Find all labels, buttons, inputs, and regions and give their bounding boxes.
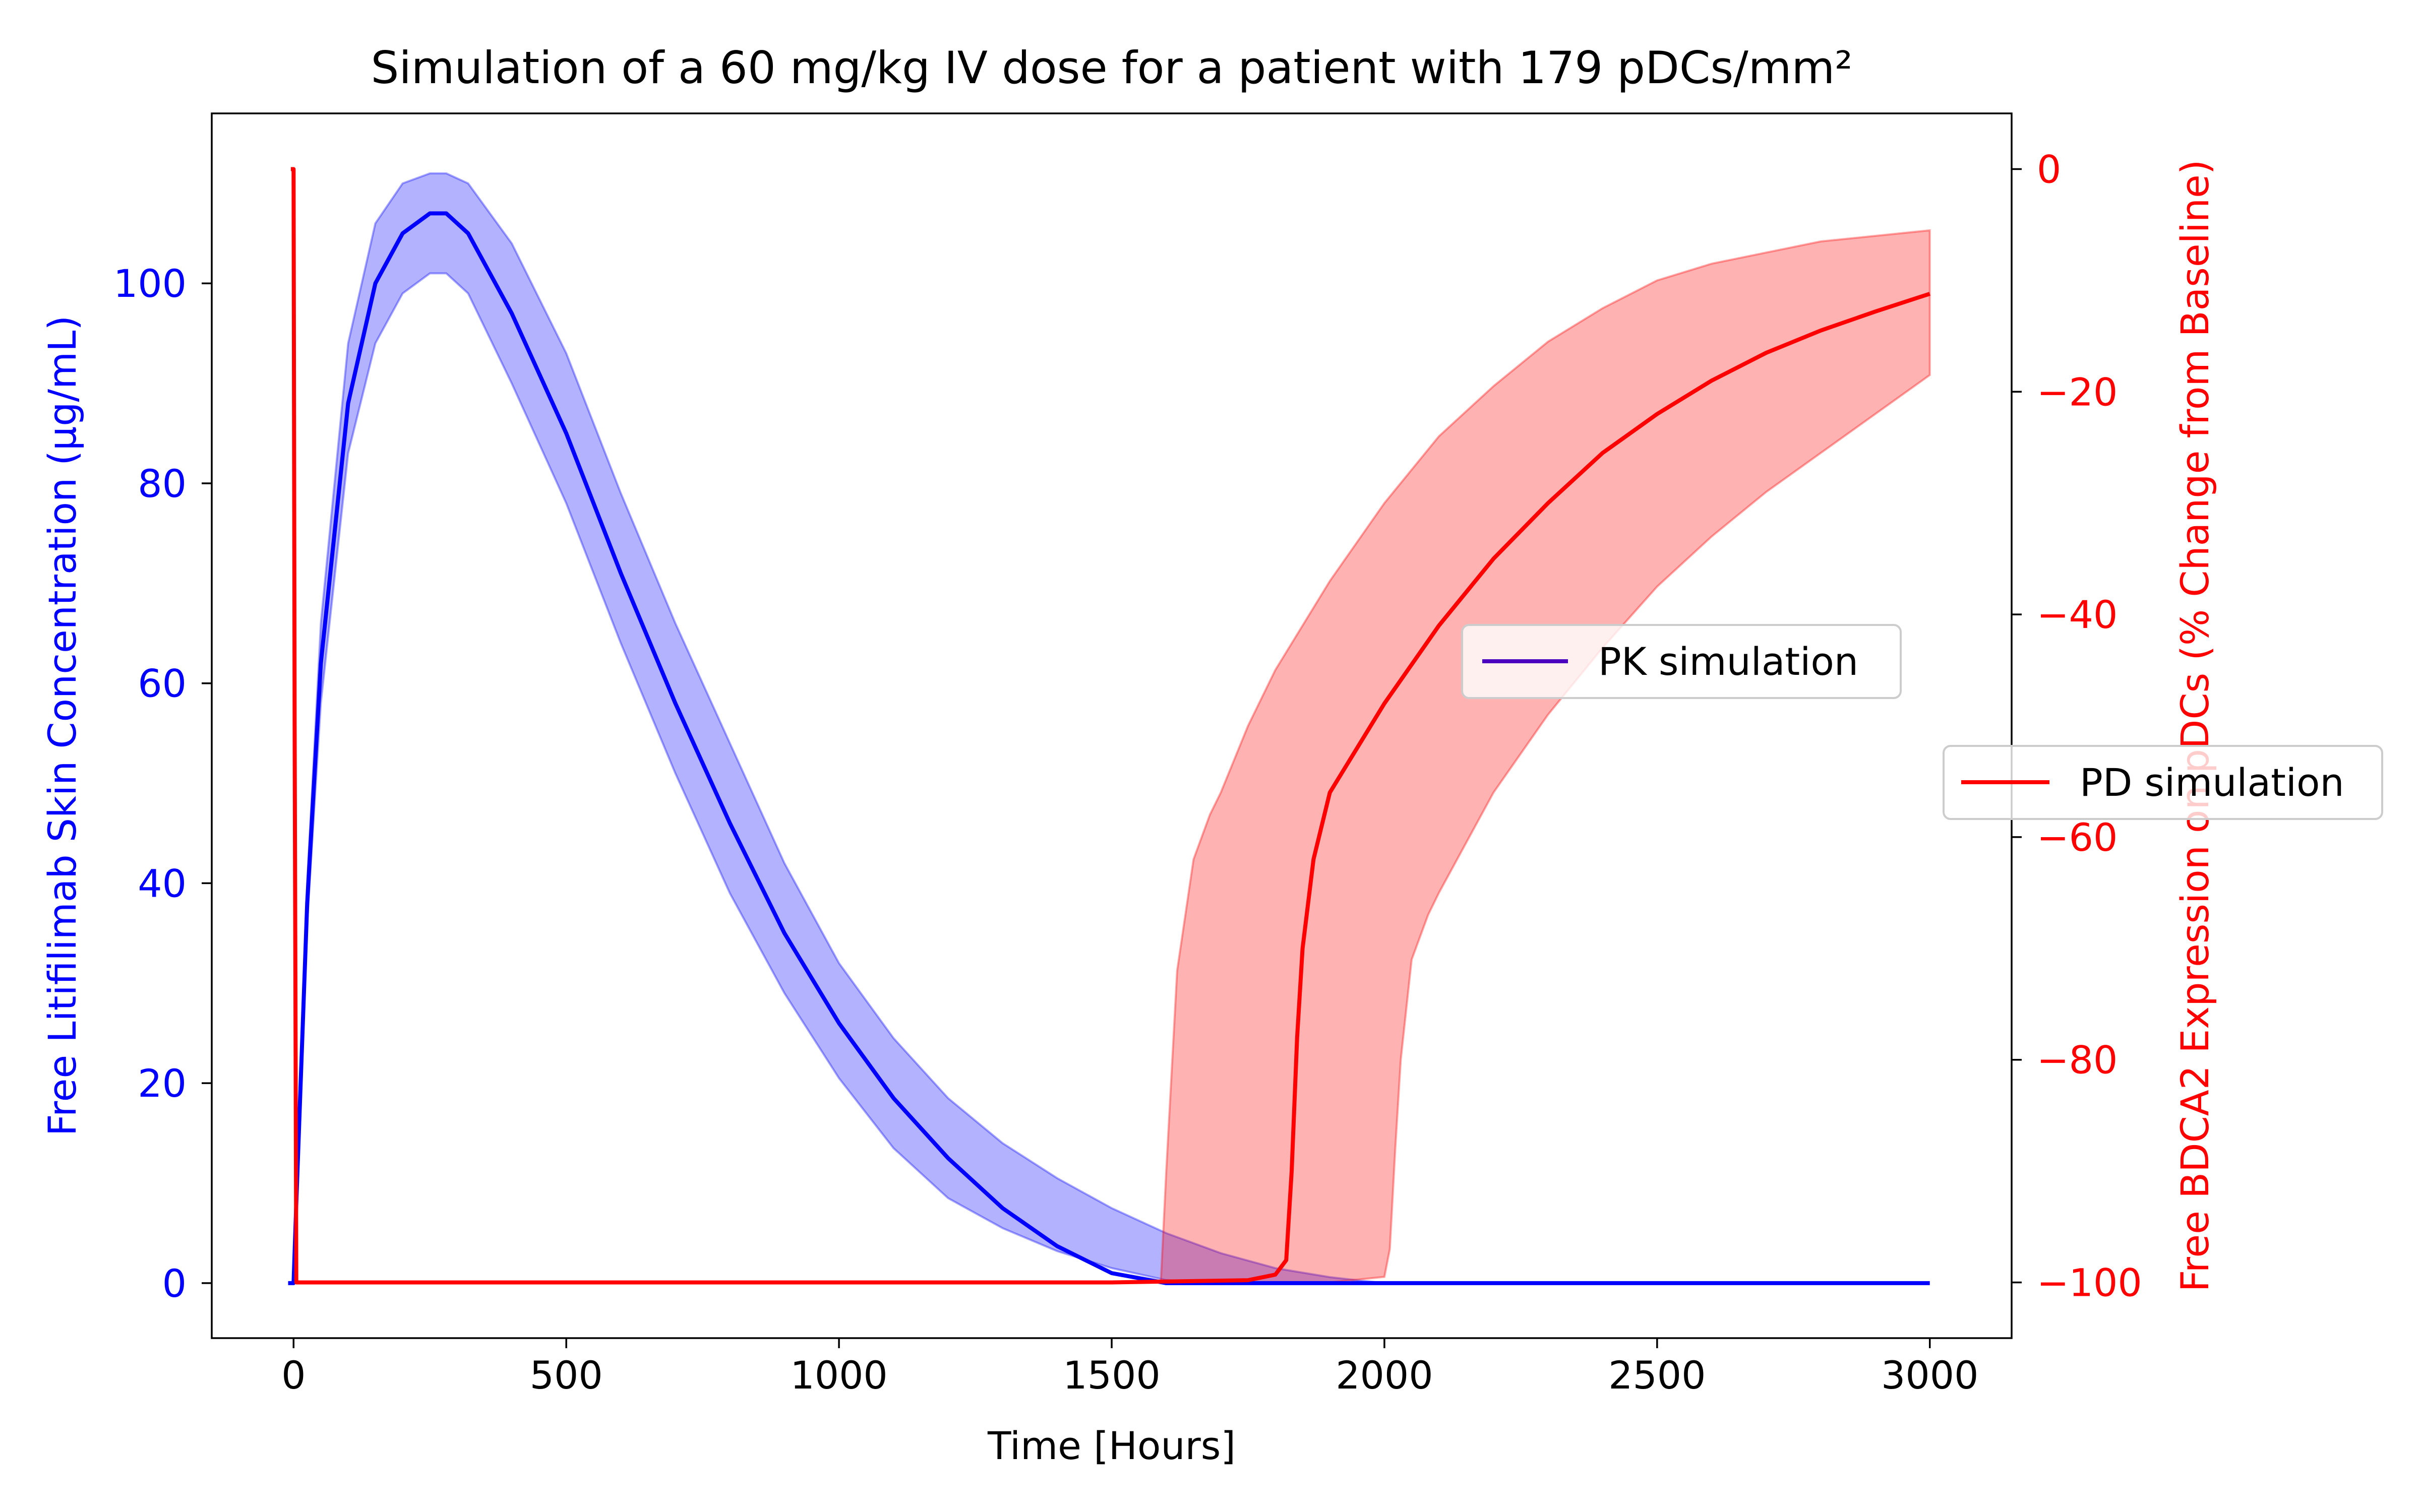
- x-tick-label: 2000: [1336, 1353, 1433, 1398]
- x-axis-ticks: 0 500 1000 1500 2000 2500 3000: [281, 1338, 1978, 1398]
- y-left-tick-label: 20: [138, 1061, 187, 1106]
- x-tick-label: 1000: [790, 1353, 887, 1398]
- x-tick-label: 2500: [1608, 1353, 1706, 1398]
- y-left-tick-label: 40: [138, 861, 187, 906]
- y-left-tick-label: 100: [113, 261, 187, 306]
- pd-simulation-line: [290, 167, 1930, 1285]
- pd-confidence-band: [1160, 229, 1931, 1284]
- x-tick-label: 3000: [1881, 1353, 1978, 1398]
- y-right-tick-label: −100: [2037, 1261, 2142, 1305]
- series-lines: [288, 167, 1930, 1285]
- y-left-axis-ticks: 0 20 40 60 80 100: [113, 261, 212, 1306]
- x-tick-label: 500: [530, 1353, 603, 1398]
- pk-simulation-line: [288, 211, 1930, 1285]
- chart-title: Simulation of a 60 mg/kg IV dose for a p…: [371, 42, 1852, 94]
- y-left-tick-label: 80: [138, 461, 187, 506]
- y-left-tick-label: 60: [138, 661, 187, 706]
- x-tick-label: 1500: [1063, 1353, 1160, 1398]
- legend-pk: PK simulation: [1461, 624, 1902, 699]
- y-right-tick-label: −80: [2037, 1038, 2118, 1083]
- legend-pd-box: [1943, 745, 2383, 820]
- y-left-tick-label: 0: [162, 1261, 187, 1306]
- y-right-tick-label: 0: [2037, 147, 2061, 192]
- legend-pk-box: [1461, 624, 1902, 699]
- y-right-tick-label: −40: [2037, 592, 2118, 637]
- legend-pd-label: PD simulation: [2080, 760, 2344, 805]
- y-right-axis-label: Free BDCA2 Expression on pDCs (% Change …: [2172, 160, 2217, 1292]
- legend-pd: PD simulation: [1943, 745, 2383, 820]
- y-left-axis-label: Free Litifilimab Skin Concentration (μg/…: [40, 316, 85, 1136]
- y-right-tick-label: −20: [2037, 369, 2118, 414]
- legend-pk-label: PK simulation: [1598, 639, 1858, 684]
- x-axis-label: Time [Hours]: [987, 1423, 1236, 1468]
- y-right-axis-ticks: 0 −20 −40 −60 −80 −100: [2012, 147, 2142, 1305]
- x-tick-label: 0: [281, 1353, 306, 1398]
- y-right-tick-label: −60: [2037, 815, 2118, 860]
